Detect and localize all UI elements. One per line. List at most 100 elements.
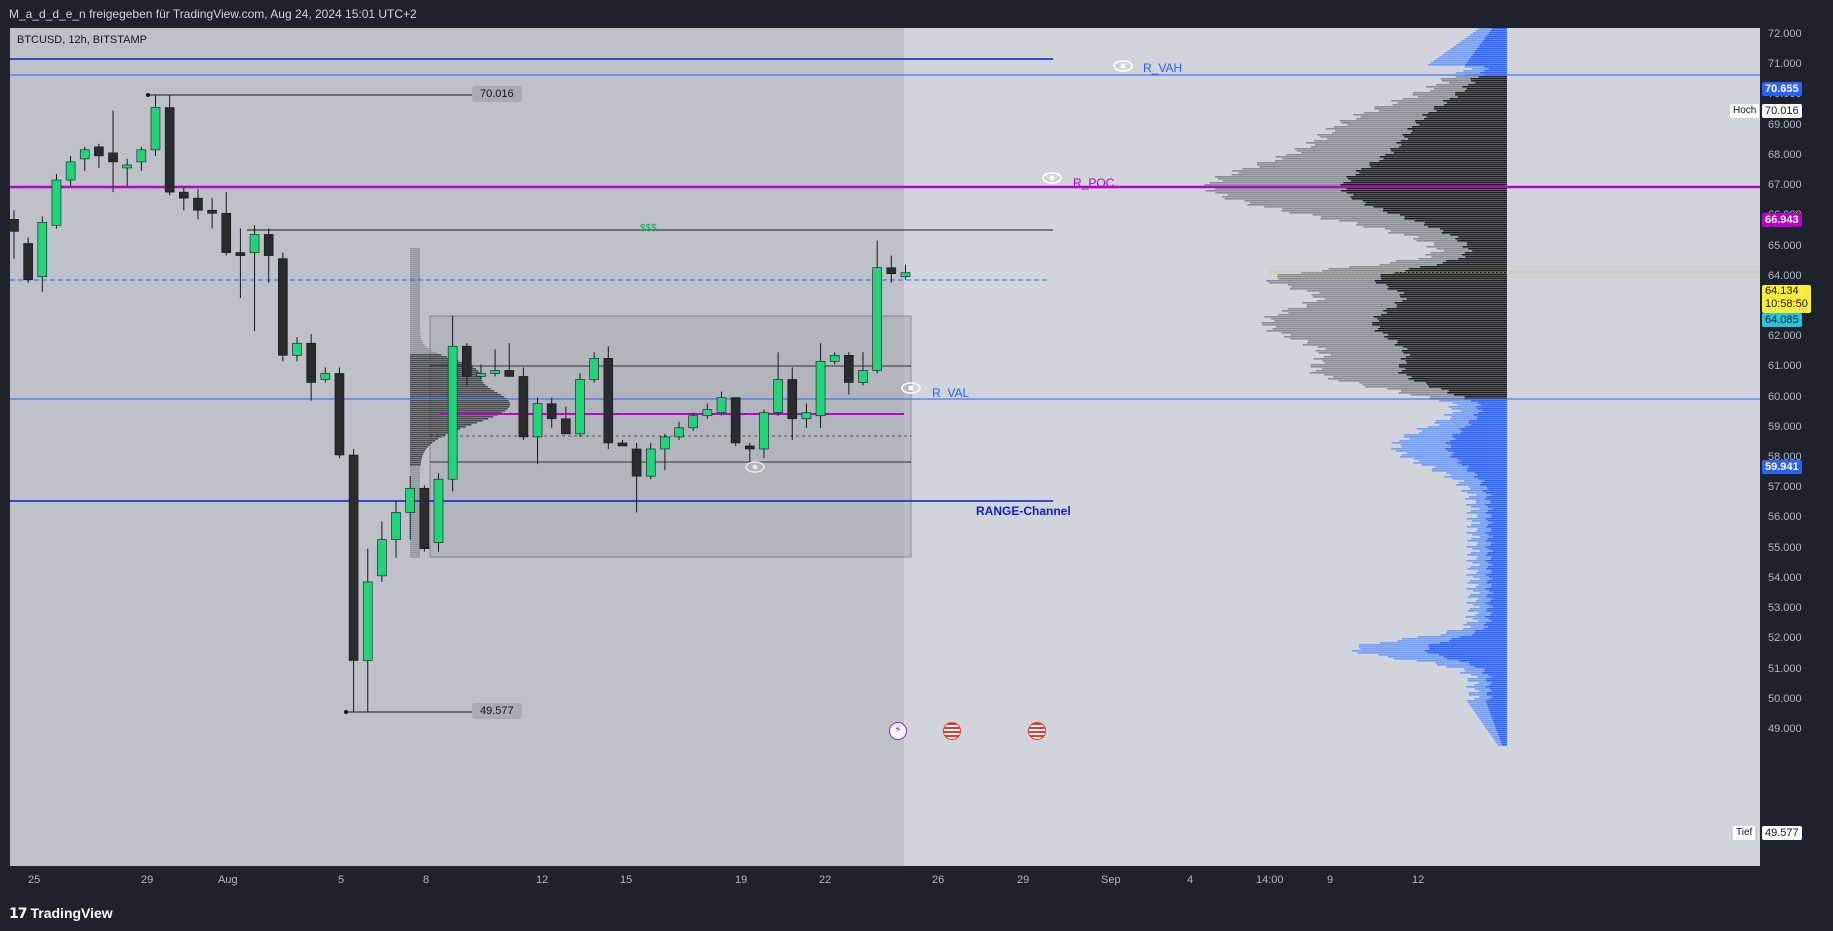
profile-bar [410,524,420,526]
profile-bar [1480,72,1507,74]
profile-bar [1499,736,1507,738]
candle-body [858,370,868,383]
profile-bar [1471,80,1507,82]
profile-bar [410,404,511,406]
time-tick-label: Aug [218,874,238,886]
profile-bar [1412,130,1507,132]
profile-bar [1378,328,1507,330]
profile-bar [1469,662,1507,664]
profile-bar [1487,510,1507,512]
profile-bar [410,466,421,468]
profile-bar [1450,440,1507,442]
profile-bar [1449,640,1507,642]
candle-body [744,445,755,450]
profile-bar [1410,354,1507,356]
profile-bar [1486,568,1507,570]
profile-bar [1433,108,1507,110]
profile-bar [1458,236,1507,238]
profile-bar [1486,554,1507,556]
profile-bar [1481,482,1507,484]
profile-bar [1492,592,1507,594]
profile-bar [1380,276,1507,278]
profile-bar [1502,744,1507,746]
profile-bar [410,420,483,422]
profile-bar [1399,146,1507,148]
profile-bar [410,304,421,306]
profile-bar [1362,200,1507,202]
profile-bar [1471,634,1507,636]
profile-bar [410,262,420,264]
candles [10,94,911,713]
profile-bar [1373,206,1507,208]
chart-pane[interactable]: BTCUSD, 12h, BITSTAMP 70.016 49.577 $$$ … [10,28,1760,866]
high-value-box: 70.016 [472,86,522,102]
profile-bar [1485,588,1507,590]
eye-icon[interactable] [745,461,765,473]
profile-bar [1403,292,1507,294]
profile-bar [410,536,420,538]
us-flag-event-icon[interactable] [943,722,961,740]
profile-bar [1371,322,1507,324]
profile-bar [410,556,420,558]
profile-bar [1487,506,1507,508]
profile-bar [410,490,421,492]
profile-bar [1457,458,1507,460]
profile-bar [1487,608,1507,610]
profile-bar [1477,48,1507,50]
eye-icon[interactable] [1113,60,1133,72]
tradingview-logo[interactable]: 𝟭𝟳 TradingView [9,905,113,922]
time-axis[interactable]: 25 29 Aug 5 8 12 15 19 22 26 29 Sep 4 14:00 9 12 [10,866,1760,894]
candle-body [263,234,274,256]
profile-bar [1439,642,1507,644]
profile-bar [410,514,420,516]
chart-canvas[interactable] [10,28,1760,866]
profile-bar [410,300,421,302]
candle-body [603,358,614,444]
profile-bar [1404,216,1507,218]
profile-bar [410,294,420,296]
symbol-info[interactable]: BTCUSD, 12h, BITSTAMP [17,34,147,46]
candle-body [504,370,515,377]
profile-bar [1400,358,1507,360]
profile-bar [1477,474,1507,476]
profile-bar [1487,488,1507,490]
candle-body [589,358,599,380]
profile-bar [1388,286,1507,288]
eye-icon[interactable] [1042,172,1062,184]
lightning-event-icon[interactable]: ⚡ [889,722,907,740]
profile-bar [410,492,421,494]
us-flag-event-icon[interactable] [1028,722,1046,740]
candle-body [207,209,217,214]
profile-bar [1346,192,1507,194]
candle-body [617,442,628,447]
profile-bar [1404,218,1507,220]
candle-body [674,427,684,438]
profile-bar [1469,664,1507,666]
profile-bar [1485,512,1507,514]
profile-bar [1468,422,1507,424]
profile-bar [410,320,421,322]
profile-bar [1487,594,1507,596]
profile-bar [1445,442,1507,444]
candle-body [221,212,232,253]
profile-bar [1443,230,1507,232]
profile-bar [410,454,423,456]
price-tick-label: 71.000 [1768,58,1802,71]
price-tick-label: 52.000 [1768,632,1802,645]
profile-bar [410,538,420,540]
profile-bar [1383,158,1507,160]
profile-bar [1462,246,1507,248]
profile-bar [1406,362,1507,364]
profile-bar [1485,540,1507,542]
price-axis[interactable]: 72.00071.00070.00069.00068.00067.00066.0… [1760,28,1833,866]
eye-icon[interactable] [901,382,921,394]
profile-bar [1408,268,1507,270]
profile-bar [1492,550,1507,552]
profile-bar [410,332,421,334]
profile-bar [1373,316,1507,318]
price-tick-label: 57.000 [1768,481,1802,494]
profile-bar [1401,350,1507,352]
header-title: M_a_d_d_e_n freigegeben für TradingView.… [9,7,417,21]
profile-bar [1490,530,1507,532]
candle-body [235,252,246,256]
